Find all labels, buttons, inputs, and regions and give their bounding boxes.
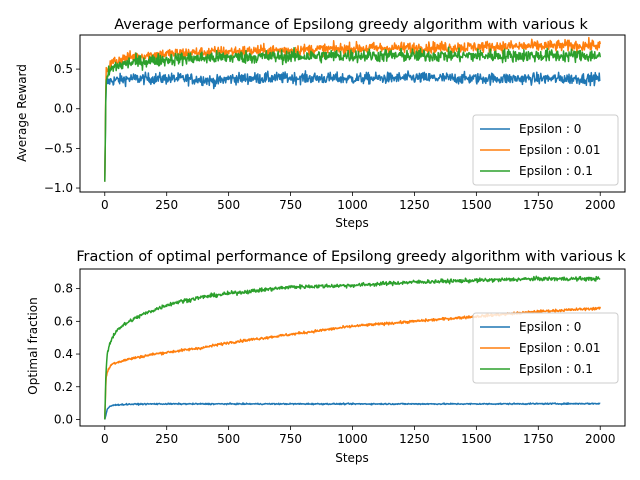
legend: Epsilon : 0 Epsilon : 0.01 Epsilon : 0.1	[472, 312, 619, 384]
x-tick-label: 1250	[399, 432, 430, 446]
series-line-2	[104, 275, 601, 420]
legend-label-0: Epsilon : 0	[519, 320, 581, 334]
x-tick-label: 0	[101, 432, 109, 446]
y-ticks: 0.0 0.2 0.4 0.6 0.8	[54, 282, 80, 426]
series-line-0	[104, 70, 601, 182]
y-tick-label: 0.8	[54, 282, 73, 296]
y-tick-label: 0.5	[54, 62, 73, 76]
x-ticks: 0 250 500 750 1000 1250 1500 1750 2000	[101, 426, 616, 446]
legend: Epsilon : 0 Epsilon : 0.01 Epsilon : 0.1	[472, 114, 619, 186]
chart-optimal-fraction: Fraction of optimal performance of Epsil…	[26, 249, 626, 465]
chart-title: Fraction of optimal performance of Epsil…	[76, 249, 626, 265]
series-line-2	[104, 46, 601, 182]
series-line-1	[104, 306, 601, 420]
x-axis-label: Steps	[335, 451, 369, 465]
x-ticks: 0 250 500 750 1000 1250 1500 1750 2000	[101, 192, 616, 212]
legend-box	[472, 312, 619, 384]
series-layer	[104, 275, 601, 420]
y-tick-label: 0.0	[54, 412, 73, 426]
y-ticks: −1.0 −0.5 0.0 0.5	[44, 62, 80, 195]
y-tick-label: −0.5	[44, 141, 73, 155]
legend-label-2: Epsilon : 0.1	[519, 362, 593, 376]
x-tick-label: 2000	[585, 198, 616, 212]
y-tick-label: 0.4	[54, 347, 73, 361]
x-tick-label: 1750	[523, 198, 554, 212]
x-tick-label: 250	[155, 432, 178, 446]
x-tick-label: 1250	[399, 198, 430, 212]
x-tick-label: 1500	[461, 198, 492, 212]
x-tick-label: 0	[101, 198, 109, 212]
x-tick-label: 750	[279, 198, 302, 212]
legend-label-0: Epsilon : 0	[519, 122, 581, 136]
series-line-0	[104, 402, 601, 420]
legend-box	[472, 114, 619, 186]
y-tick-label: 0.0	[54, 102, 73, 116]
x-tick-label: 1500	[461, 432, 492, 446]
y-tick-label: −1.0	[44, 181, 73, 195]
legend-label-2: Epsilon : 0.1	[519, 164, 593, 178]
x-axis-label: Steps	[335, 216, 369, 230]
x-tick-label: 2000	[585, 432, 616, 446]
legend-label-1: Epsilon : 0.01	[519, 341, 600, 355]
y-axis-label: Optimal fraction	[26, 297, 40, 394]
x-tick-label: 1000	[337, 432, 368, 446]
y-axis-label: Average Reward	[15, 64, 29, 162]
y-tick-label: 0.2	[54, 380, 73, 394]
x-tick-label: 500	[217, 198, 240, 212]
x-tick-label: 750	[279, 432, 302, 446]
chart-average-reward: Average performance of Epsilong greedy a…	[15, 17, 626, 230]
chart-title: Average performance of Epsilong greedy a…	[114, 17, 588, 33]
series-layer	[104, 36, 601, 182]
x-tick-label: 1750	[523, 432, 554, 446]
x-tick-label: 500	[217, 432, 240, 446]
legend-label-1: Epsilon : 0.01	[519, 143, 600, 157]
x-tick-label: 1000	[337, 198, 368, 212]
y-tick-label: 0.6	[54, 314, 73, 328]
series-line-1	[104, 36, 601, 182]
x-tick-label: 250	[155, 198, 178, 212]
